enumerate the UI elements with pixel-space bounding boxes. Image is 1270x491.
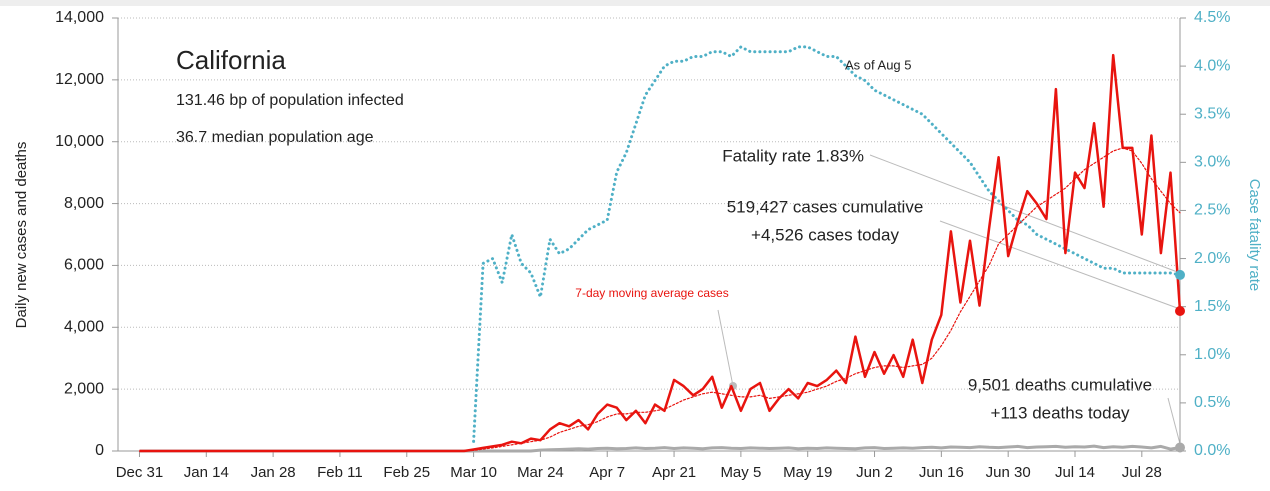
annotation: 519,427 cases cumulative (727, 197, 924, 216)
y-axis-label: Daily new cases and deaths (13, 142, 30, 329)
annotation: +4,526 cases today (751, 225, 899, 244)
x-tick-label: Feb 25 (383, 464, 430, 481)
x-tick-label: May 19 (783, 464, 832, 481)
y-tick-label: 6,000 (64, 257, 104, 274)
x-tick-label: May 5 (720, 464, 761, 481)
x-tick-label: Dec 31 (116, 464, 164, 481)
chart-title: California (176, 45, 286, 75)
y2-tick-label: 2.0% (1194, 250, 1230, 267)
y-tick-label: 10,000 (55, 133, 104, 150)
y2-tick-label: 3.5% (1194, 105, 1230, 122)
y-tick-label: 14,000 (55, 9, 104, 26)
annotation: Fatality rate 1.83% (722, 146, 864, 165)
x-tick-label: Mar 10 (450, 464, 497, 481)
y-tick-label: 12,000 (55, 71, 104, 88)
x-tick-label: Jan 14 (184, 464, 229, 481)
x-tick-label: Jun 2 (856, 464, 893, 481)
y2-axis-label: Case fatality rate (1246, 179, 1263, 292)
y-tick-label: 0 (95, 442, 104, 459)
series-line (472, 45, 1182, 443)
end-dot (1175, 269, 1185, 280)
x-tick-label: Feb 11 (317, 464, 363, 481)
x-tick-label: Mar 24 (517, 464, 564, 481)
annotation: 9,501 deaths cumulative (968, 375, 1152, 394)
annotation: +113 deaths today (990, 403, 1130, 422)
y2-tick-label: 3.0% (1194, 154, 1230, 171)
y2-tick-label: 2.5% (1194, 202, 1230, 219)
y-tick-label: 2,000 (64, 380, 104, 397)
y2-tick-label: 0.5% (1194, 394, 1230, 411)
x-tick-label: Apr 7 (589, 464, 625, 481)
x-tick-label: Jan 28 (251, 464, 296, 481)
y-tick-label: 8,000 (64, 195, 104, 212)
x-tick-label: Jun 16 (919, 464, 964, 481)
y2-tick-label: 1.5% (1194, 298, 1230, 315)
series-line (138, 147, 1181, 452)
annotation: As of Aug 5 (845, 57, 912, 72)
series-label: 7-day moving average cases (575, 286, 728, 300)
end-dot (1175, 306, 1185, 317)
series-line (139, 444, 1181, 453)
end-dot (1175, 442, 1185, 453)
y2-tick-label: 1.0% (1194, 346, 1230, 363)
annotation: 36.7 median population age (176, 129, 374, 146)
y-tick-label: 4,000 (64, 319, 104, 336)
annotation: 131.46 bp of population infected (176, 92, 404, 109)
x-tick-label: Apr 21 (652, 464, 696, 481)
y2-tick-label: 4.0% (1194, 57, 1230, 74)
x-tick-label: Jul 28 (1122, 464, 1162, 481)
series-line (139, 53, 1182, 453)
x-tick-label: Jul 14 (1055, 464, 1095, 481)
y2-tick-label: 4.5% (1194, 9, 1230, 26)
y2-tick-label: 0.0% (1194, 442, 1230, 459)
top-band (0, 0, 1270, 6)
x-tick-label: Jun 30 (986, 464, 1031, 481)
